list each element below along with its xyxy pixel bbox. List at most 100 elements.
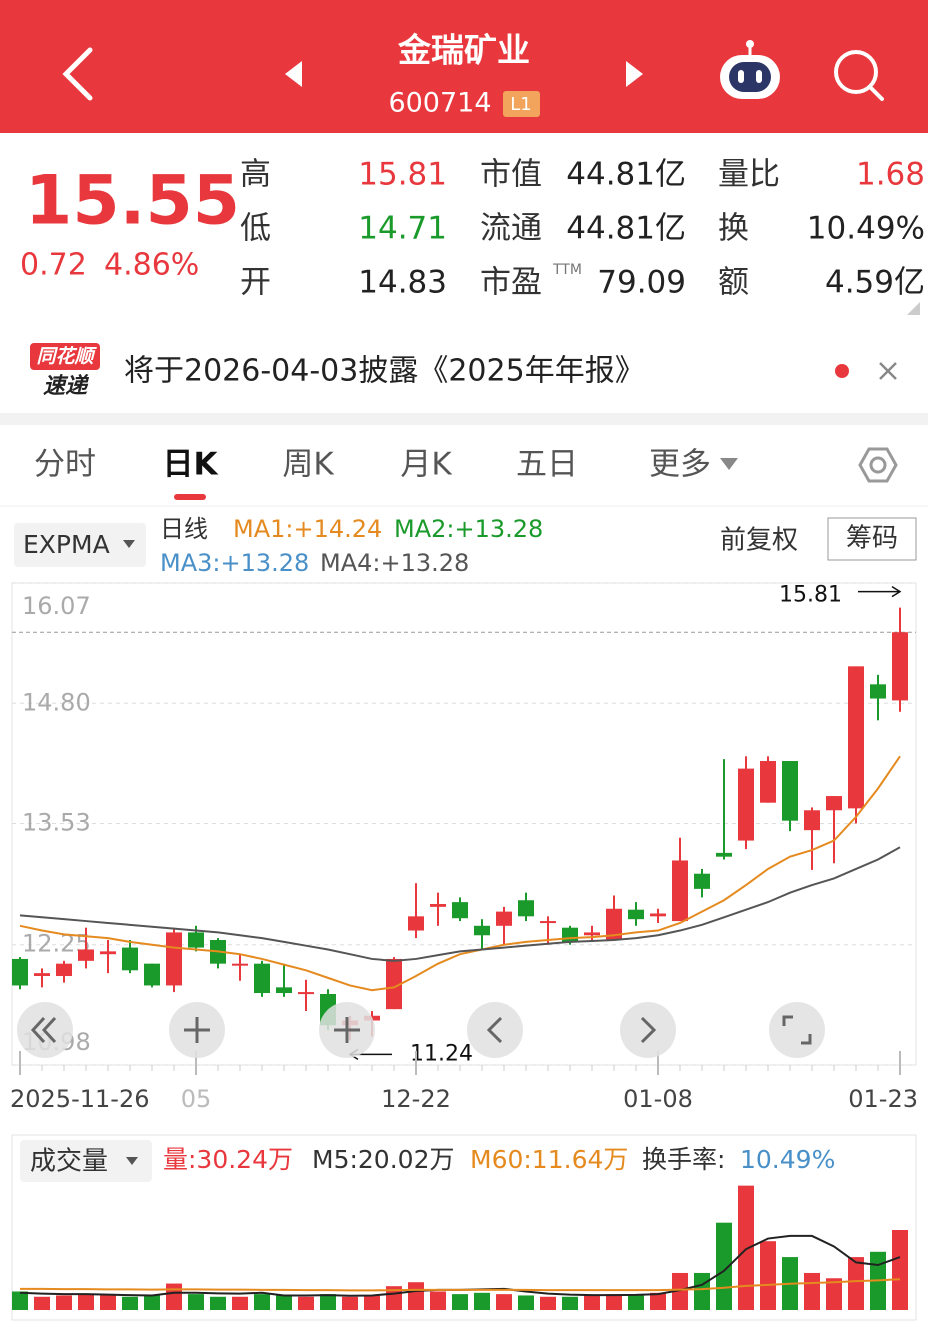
volume-frame [11,1134,917,1321]
volume-bar [430,1291,446,1310]
price: 15.55 [25,162,240,241]
ma-line [19,755,901,992]
tab[interactable]: 更多 [649,447,711,483]
candle-body [694,873,710,889]
m5-label: M5:20.02万 [312,1145,454,1174]
stat-value: 4.59亿 [825,265,925,301]
candle-body [782,761,798,821]
volume-bar [496,1294,512,1310]
settings-button[interactable] [858,447,898,483]
separator [0,413,928,425]
x-tick-label: 01-23 [848,1085,918,1113]
y-tick-label: 14.80 [22,688,91,716]
chips-text: 筹码 [846,524,898,554]
logo-top: 同花顺 [36,346,97,368]
candle-body [672,860,688,922]
more-arrow [720,458,738,470]
scroll-right[interactable] [620,1002,676,1058]
dropdown-arrow [123,540,135,548]
chips-button[interactable] [827,517,917,561]
change: 0.72 [20,248,87,283]
stat-value: 1.68 [856,157,925,193]
y-tick-label: 16.07 [22,592,91,620]
close-notice[interactable] [879,362,897,380]
x-tick-label: 12-22 [381,1085,451,1113]
prev-stock[interactable] [285,61,302,87]
tab-active[interactable]: 日K [162,447,218,483]
ma4: MA4:+13.28 [320,549,469,577]
y-tick-label: 13.53 [22,809,91,837]
candle-body [122,947,138,971]
zoom-in[interactable] [169,1002,225,1058]
candle-body [430,904,446,907]
tab[interactable]: 周K [282,447,334,483]
candle-body [166,932,182,986]
volume-bar [474,1292,490,1310]
volume-bar [738,1185,754,1310]
volume-bar [672,1272,688,1310]
volume-bar [540,1296,556,1310]
expand-corner[interactable] [907,302,920,315]
volume-bar [210,1296,226,1310]
adjust[interactable]: 前复权 [720,526,798,556]
assistant-button[interactable] [720,40,780,99]
candle-body [12,958,28,986]
back-button[interactable] [62,47,93,101]
stat-label: 市值 [480,157,542,193]
turnover-label: 换手率: [642,1145,725,1174]
candle-body [540,921,556,924]
m60-label: M60:11.64万 [470,1145,628,1174]
logo-bottom: 速递 [43,373,90,399]
volume-bar [78,1294,94,1310]
stat-label-sup: TTM [552,262,582,278]
candle-body [452,902,468,919]
candle-body [826,796,842,811]
stat-label: 高 [240,157,271,193]
min-label: 11.24 [410,1041,473,1066]
vol-label: 量:30.24万 [163,1145,293,1174]
candle-body [254,963,270,994]
volume-bar [584,1295,600,1310]
volume-bar [12,1291,28,1310]
scroll-left[interactable] [467,1002,523,1058]
indicator-select[interactable] [14,523,146,567]
stat-label: 量比 [718,157,780,193]
tab[interactable]: 五日 [516,447,578,483]
volume-bar [254,1294,270,1310]
max-arrow-head [891,585,902,598]
stat-label: 开 [240,265,271,301]
x-tick-label: 2025-11-26 [10,1085,149,1113]
volume-select[interactable] [20,1140,152,1182]
volume-bar [276,1295,292,1310]
candle-body [892,632,908,701]
tab[interactable]: 分时 [34,447,96,483]
candle-body [606,908,622,941]
candle-body [562,927,578,942]
volume-bar [452,1294,468,1310]
volume-bar [518,1295,534,1310]
stat-label: 流通 [480,211,542,247]
volume-bar [650,1292,666,1310]
zoom-reset[interactable] [17,1002,73,1058]
candle-body [518,900,534,917]
kline: 16.0714.8013.5312.2510.9815.8111.242025-… [10,582,918,1113]
chart-controls [17,1002,825,1058]
stat-label: 市盈 [480,265,542,301]
candle-body [100,951,116,955]
stat-value: 10.49% [807,211,925,247]
ma2: MA2:+13.28 [394,515,543,543]
search-button[interactable] [834,50,884,101]
tab[interactable]: 月K [400,447,452,483]
notice-logo: 同花顺 速递 [30,343,100,399]
candle-body [628,909,644,920]
max-label: 15.81 [779,583,842,608]
zoom-in-2[interactable] [319,1002,375,1058]
candle-body [78,949,94,961]
volume-bar [408,1282,424,1310]
next-stock[interactable] [626,61,643,87]
volume-bar [364,1295,380,1310]
notice-text[interactable]: 将于2026-04-03披露《2025年年报》 [124,354,645,389]
candle-body [848,666,864,809]
candle-body [804,810,820,831]
fullscreen[interactable] [769,1002,825,1058]
